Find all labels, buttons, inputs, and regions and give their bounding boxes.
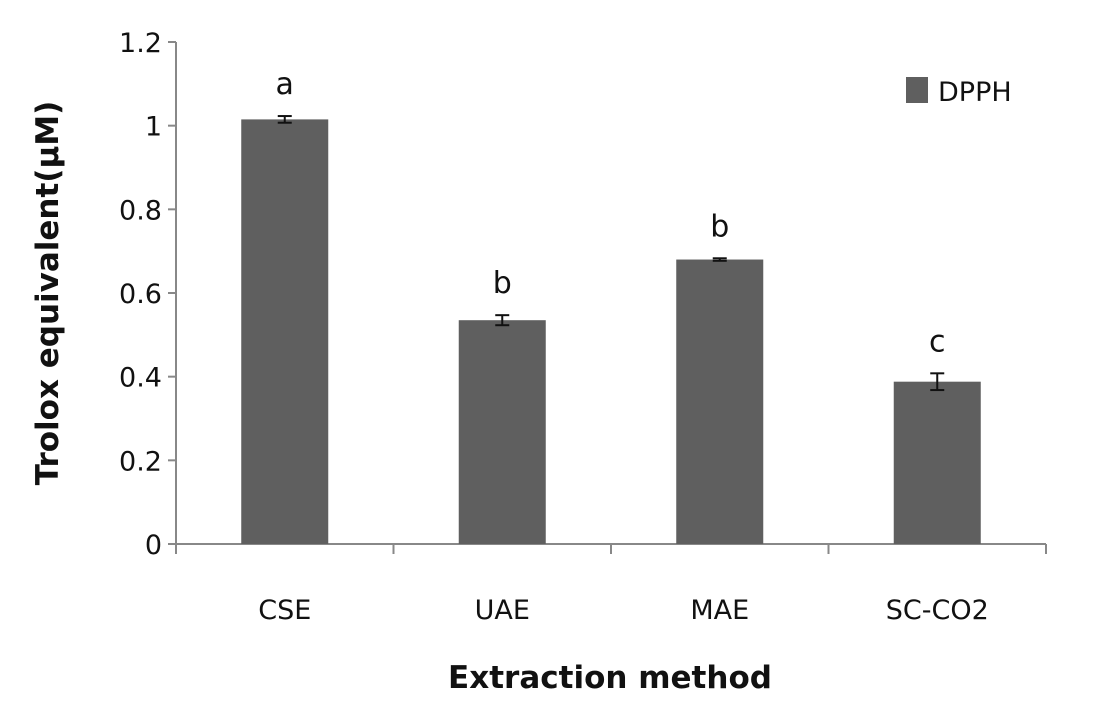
y-tick-label: 0.2 bbox=[119, 446, 162, 477]
plot-area: 0 0.2 0.4 0.6 0.8 1 1.2 a CSE b UAE b MAE c SC-CO2 bbox=[119, 28, 1047, 626]
x-category-label: CSE bbox=[258, 595, 311, 626]
y-axis-title: Trolox equivalent(μM) bbox=[30, 101, 66, 486]
x-category-label: UAE bbox=[475, 595, 530, 626]
x-axis-title: Extraction method bbox=[448, 660, 772, 696]
x-category-label: SC-CO2 bbox=[886, 595, 989, 626]
significance-label: c bbox=[929, 324, 946, 359]
bar-uae bbox=[458, 320, 546, 544]
y-tick-label: 0 bbox=[145, 530, 162, 561]
bar-mae bbox=[676, 259, 764, 544]
bar-sc-co2 bbox=[893, 381, 981, 544]
legend: DPPH bbox=[906, 77, 1012, 108]
significance-label: b bbox=[493, 266, 512, 301]
y-tick-label: 0.4 bbox=[119, 363, 162, 394]
y-tick-label: 0.6 bbox=[119, 279, 162, 310]
y-tick-label: 1 bbox=[145, 112, 162, 143]
significance-label: a bbox=[276, 67, 294, 102]
legend-label-dpph: DPPH bbox=[938, 77, 1012, 108]
bar-cse bbox=[241, 119, 329, 545]
significance-label: b bbox=[710, 209, 729, 244]
x-category-label: MAE bbox=[690, 595, 749, 626]
legend-swatch-dpph bbox=[906, 77, 928, 103]
y-tick-label: 0.8 bbox=[119, 195, 162, 226]
y-tick-label: 1.2 bbox=[119, 28, 162, 59]
